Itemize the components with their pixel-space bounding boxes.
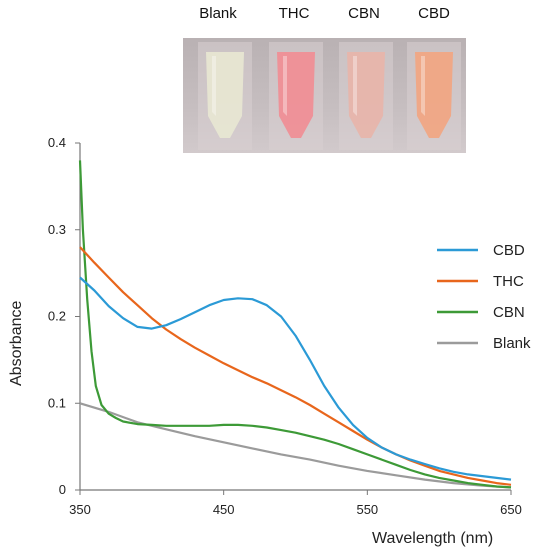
y-tick-label: 0 [59, 482, 66, 497]
legend: CBD THC CBN Blank [437, 242, 531, 352]
y-tick-label: 0.4 [48, 135, 66, 150]
x-tick-label: 550 [356, 502, 378, 517]
y-tick-label: 0.1 [48, 395, 66, 410]
vial-label-cbn: CBN [348, 5, 380, 22]
series-layer [78, 160, 512, 489]
legend-label-thc: THC [493, 273, 524, 290]
x-tick-label: 450 [213, 502, 235, 517]
vial [407, 42, 461, 150]
x-tick-label: 350 [69, 502, 91, 517]
y-tick-label: 0.3 [48, 222, 66, 237]
vial-label-blank: Blank [199, 5, 237, 22]
vials-drawing [198, 42, 461, 150]
legend-label-blank: Blank [493, 335, 531, 352]
series-line-thc [79, 246, 512, 486]
vial [198, 42, 252, 150]
series-line-cbn [78, 160, 512, 489]
series-line-cbd [79, 276, 512, 481]
y-axis-label: Absorbance [8, 301, 25, 386]
x-tick-label: 650 [500, 502, 522, 517]
vial-photo: Blank THC CBN CBD [183, 5, 466, 153]
vial [269, 42, 323, 150]
vial [339, 42, 393, 150]
legend-label-cbn: CBN [493, 304, 525, 321]
series-line-blank [79, 402, 512, 489]
axes: 0 0.1 0.2 0.3 0.4 350 450 550 650 [48, 135, 522, 517]
x-axis-label: Wavelength (nm) [372, 530, 493, 547]
vial-label-cbd: CBD [418, 5, 450, 22]
y-tick-label: 0.2 [48, 309, 66, 324]
legend-label-cbd: CBD [493, 242, 525, 259]
vial-label-thc: THC [278, 5, 310, 22]
